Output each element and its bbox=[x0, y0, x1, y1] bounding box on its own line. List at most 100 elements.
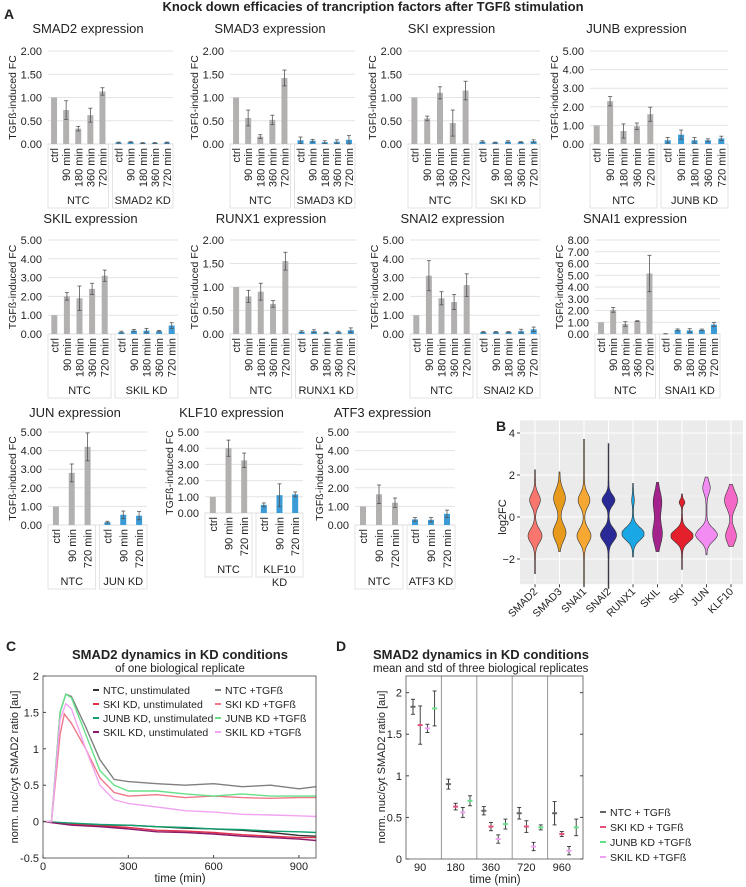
x-axis-label: time (min) bbox=[154, 873, 205, 885]
category-label: ctrl bbox=[596, 338, 608, 353]
category-label: 720 min bbox=[280, 338, 292, 377]
series-line bbox=[42, 820, 317, 842]
category-label: ctrl bbox=[102, 529, 114, 544]
group-label: SNAI1 KD bbox=[665, 385, 715, 397]
category-label: 90 min bbox=[426, 529, 438, 562]
bar-chart-atf3: ATF3 expression 0.00 1.00 2.00 3.00 4.00 5.00T… bbox=[314, 405, 456, 590]
bar bbox=[51, 315, 58, 334]
y-tick-label: 4.00 bbox=[178, 443, 199, 455]
category-label: 90 min bbox=[126, 148, 138, 181]
chart-subtitle: of one biological replicate bbox=[115, 663, 245, 675]
category-label: 180 min bbox=[685, 338, 697, 377]
panel-label-d: D bbox=[336, 638, 346, 654]
category-label: 180 min bbox=[255, 148, 267, 187]
chart-title: SKI expression bbox=[408, 21, 495, 36]
y-tick-label: 1.50 bbox=[203, 69, 224, 81]
violin-runx1 bbox=[621, 483, 645, 558]
bar bbox=[89, 288, 96, 334]
chart-title: RUNX1 expression bbox=[216, 211, 327, 226]
category-label: ctrl bbox=[661, 338, 673, 353]
category-label: 360 min bbox=[516, 338, 528, 377]
category-label: 720 min bbox=[162, 148, 174, 187]
bar bbox=[130, 330, 137, 334]
category-label: 720 min bbox=[461, 148, 473, 187]
chart-title: SMAD2 dynamics in KD conditions bbox=[72, 647, 288, 662]
y-tick-label: 3.00 bbox=[21, 464, 42, 476]
y-axis-label: TGFß-induced FC bbox=[7, 436, 19, 521]
plot-frame bbox=[42, 675, 317, 859]
bar bbox=[710, 324, 717, 334]
y-tick-label: 0 bbox=[33, 817, 39, 829]
y-axis-label: log2FC bbox=[497, 499, 509, 535]
bar bbox=[360, 506, 366, 525]
bar bbox=[593, 125, 600, 144]
y-tick-label: 5.00 bbox=[328, 427, 349, 439]
group-label: JUN KD bbox=[103, 576, 143, 588]
category-label: ctrl bbox=[296, 148, 308, 163]
y-tick-label: 0.00 bbox=[21, 139, 42, 151]
y-tick-label: 2.00 bbox=[178, 476, 199, 488]
legend-label: JUNB KD, unstimulated bbox=[103, 713, 213, 725]
bar-chart-klf10: KLF10 expression 0.00 1.00 2.00 3.00 4.00 5.00… bbox=[164, 405, 304, 589]
chart-title: ATF3 expression bbox=[334, 405, 431, 420]
bar bbox=[120, 514, 127, 525]
bar-chart-skil: SKIL expression 0.00 1.00 2.00 3.00 4.00 5.00T… bbox=[7, 211, 179, 399]
category-label: 90 min bbox=[309, 338, 321, 371]
y-tick-label: 2 bbox=[396, 688, 402, 700]
category-label: ctrl bbox=[592, 148, 604, 163]
plot-frame bbox=[405, 675, 584, 860]
category-label: 90 min bbox=[62, 338, 74, 371]
y-tick-label: 1.00 bbox=[203, 93, 224, 105]
y-tick-label: 1.5 bbox=[24, 707, 39, 719]
violin-klf10 bbox=[724, 484, 738, 547]
category-label: 360 min bbox=[449, 338, 461, 377]
category-label: ctrl bbox=[114, 148, 126, 163]
bar bbox=[101, 275, 108, 334]
category-label: 720 min bbox=[709, 338, 721, 377]
violin-skil bbox=[652, 482, 663, 552]
y-axis-label: TGFß-induced FC bbox=[367, 55, 379, 140]
category-label: 90 min bbox=[608, 338, 620, 371]
y-tick-label: 7.00 bbox=[568, 247, 589, 259]
bar bbox=[156, 331, 163, 334]
bar bbox=[84, 446, 91, 525]
category-label: 720 min bbox=[645, 148, 657, 187]
group-label: SKIL KD bbox=[126, 385, 168, 397]
bar bbox=[292, 494, 299, 513]
x-tick-label: 300 bbox=[119, 861, 137, 873]
category-label: 720 min bbox=[167, 338, 179, 377]
group-label: NTC bbox=[217, 564, 240, 576]
category-label: 720 min bbox=[97, 148, 109, 187]
group-label: NTC bbox=[429, 195, 452, 207]
bar bbox=[99, 91, 106, 144]
x-tick-label: 0 bbox=[40, 861, 46, 873]
category-label: 90 min bbox=[424, 338, 436, 371]
y-tick-label: 8.00 bbox=[568, 235, 589, 247]
bar bbox=[233, 287, 240, 334]
bar bbox=[451, 302, 458, 334]
chart-title: SNAI1 expression bbox=[583, 211, 687, 226]
y-tick-label: 1.50 bbox=[21, 69, 42, 81]
bar bbox=[462, 90, 469, 144]
y-tick-label: 0.5 bbox=[24, 780, 39, 792]
bar bbox=[424, 118, 431, 144]
legend-label: SKIL KD +TGFß bbox=[225, 727, 301, 739]
group-label: KLF10 bbox=[263, 564, 295, 576]
y-axis-label: norm. nuc/cyt SMAD2 ratio [au] bbox=[376, 691, 388, 844]
y-tick-label: 4.00 bbox=[21, 254, 42, 266]
y-axis-label: TGFß-induced FC bbox=[314, 436, 326, 521]
y-tick-label: 2.00 bbox=[383, 291, 404, 303]
category-label: 90 min bbox=[676, 148, 688, 181]
y-tick-label: 5.00 bbox=[568, 270, 589, 282]
category-label: 90 min bbox=[243, 148, 255, 181]
category-label: 720 min bbox=[83, 529, 95, 568]
chart-title: JUN expression bbox=[29, 405, 121, 420]
bar bbox=[412, 519, 418, 525]
group-label: NTC bbox=[249, 385, 272, 397]
group-label: NTC bbox=[67, 195, 90, 207]
category-label: 720 min bbox=[529, 338, 541, 377]
bar bbox=[517, 142, 524, 144]
bar bbox=[647, 114, 654, 144]
bar bbox=[392, 502, 398, 525]
